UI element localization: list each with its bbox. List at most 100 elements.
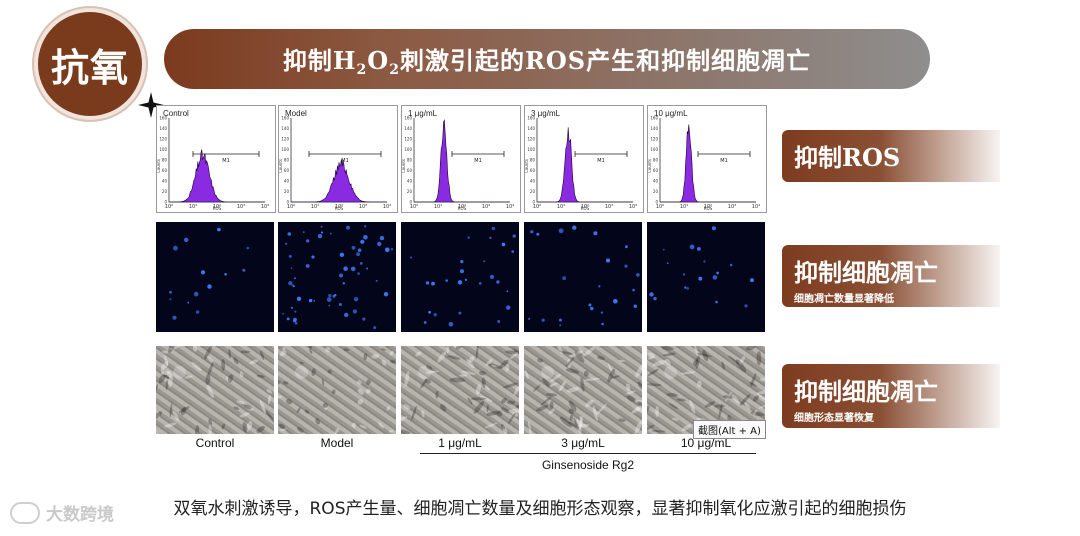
cell-shape (323, 406, 328, 410)
cell-shape (721, 361, 725, 370)
stained-nucleus (666, 262, 669, 264)
cell-shape (634, 420, 642, 434)
cell-shape (505, 363, 510, 372)
stained-nucleus (246, 246, 250, 250)
cell-shape (447, 355, 461, 360)
y-tick-label: 0 (655, 200, 658, 205)
side-subtitle-morphology: 细胞形态显著恢复 (794, 413, 874, 424)
brightfield-image (278, 346, 396, 434)
cell-shape (500, 407, 511, 414)
cell-shape (550, 373, 562, 382)
cell-shape (163, 360, 169, 369)
stained-nucleus (536, 232, 540, 236)
fluorescence-image (156, 222, 274, 332)
x-tick-label: 10³ (482, 204, 490, 210)
ros-histogram: 0 20 40 60 80 100 120 140 160 10⁰ 10¹ 10² 10³ 10⁴ ROS C… (647, 105, 767, 213)
cell-shape (512, 348, 519, 356)
stained-nucleus (357, 272, 360, 275)
cell-shape (728, 355, 740, 365)
stained-nucleus (716, 271, 719, 275)
cell-shape (233, 357, 239, 365)
stained-nucleus (385, 247, 390, 253)
x-axis-title: ROS (704, 206, 713, 211)
cell-shape (239, 412, 250, 418)
ros-histogram: 0 20 40 60 80 100 120 140 160 10⁰ 10¹ 10² 10³ 10⁴ ROS C… (401, 105, 521, 213)
stained-nucleus (350, 266, 356, 272)
watermark-text: 大数跨境 (46, 505, 114, 525)
cell-shape (565, 357, 575, 367)
cell-shape (278, 423, 286, 430)
cell-shape (359, 424, 367, 429)
y-tick-label: 140 (404, 126, 412, 131)
cell-shape (265, 410, 274, 423)
cell-shape (537, 358, 544, 363)
cell-shape (573, 417, 580, 430)
cell-shape (486, 404, 489, 413)
y-tick-label: 120 (650, 137, 658, 142)
cell-shape (435, 390, 439, 399)
cell-shape (582, 346, 595, 357)
cell-shape (583, 370, 589, 377)
cell-shape (311, 368, 316, 376)
cell-shape (626, 383, 631, 392)
stained-nucleus (684, 286, 687, 289)
cell-shape (343, 348, 350, 352)
stained-nucleus (379, 235, 385, 241)
cell-shape (750, 411, 765, 417)
stained-nucleus (308, 298, 313, 303)
cell-shape (566, 387, 580, 393)
cell-shape (168, 373, 173, 388)
y-tick-label: 40 (530, 179, 536, 184)
cell-shape (321, 378, 325, 386)
cell-shape (266, 389, 273, 394)
cell-shape (278, 395, 283, 399)
cell-shape (499, 359, 509, 369)
x-tick-label: 10⁴ (629, 204, 637, 210)
cell-shape (411, 405, 417, 421)
cell-shape (661, 346, 674, 351)
stained-nucleus (636, 273, 640, 277)
stained-nucleus (242, 268, 246, 272)
cell-shape (486, 410, 502, 416)
stained-nucleus (294, 277, 296, 280)
x-tick-label: 10² (581, 204, 589, 210)
cell-shape (233, 406, 240, 410)
x-tick-label: 10⁴ (383, 204, 391, 210)
y-tick-label: 40 (653, 179, 659, 184)
cell-shape (282, 381, 289, 385)
histogram-axes (659, 118, 756, 203)
cell-shape (296, 407, 301, 414)
stained-nucleus (187, 301, 190, 304)
cell-shape (169, 346, 183, 351)
cell-shape (592, 405, 598, 422)
cell-shape (665, 358, 671, 367)
histogram-axes (168, 118, 265, 203)
y-tick-label: 40 (407, 179, 413, 184)
stained-nucleus (339, 252, 345, 257)
cell-shape (249, 359, 259, 364)
y-axis-title: Counts (525, 159, 529, 173)
stained-nucleus (425, 281, 430, 285)
cell-shape (752, 395, 760, 402)
x-tick-label: 10¹ (680, 204, 688, 210)
cell-shape (184, 375, 194, 379)
cell-shape (618, 359, 626, 362)
cell-shape (635, 363, 642, 378)
cell-shape (759, 377, 765, 382)
cell-shape (473, 401, 484, 414)
cell-shape (626, 390, 636, 395)
stained-nucleus (169, 290, 172, 294)
y-tick-label: 20 (162, 189, 168, 194)
stained-nucleus (302, 231, 305, 234)
cell-shape (557, 346, 563, 355)
cell-shape (739, 393, 751, 406)
cell-shape (204, 346, 212, 360)
stained-nucleus (328, 294, 332, 298)
x-tick-label: 10¹ (189, 204, 197, 210)
y-tick-label: 60 (407, 168, 413, 173)
cell-shape (579, 415, 583, 427)
x-tick-label: 10⁰ (165, 204, 173, 210)
figure-caption: 双氧水刺激诱导，ROS产生量、细胞凋亡数量及细胞形态观察，显著抑制氧化应激引起的… (173, 499, 907, 519)
stained-nucleus (342, 282, 345, 285)
stained-nucleus (512, 234, 516, 238)
